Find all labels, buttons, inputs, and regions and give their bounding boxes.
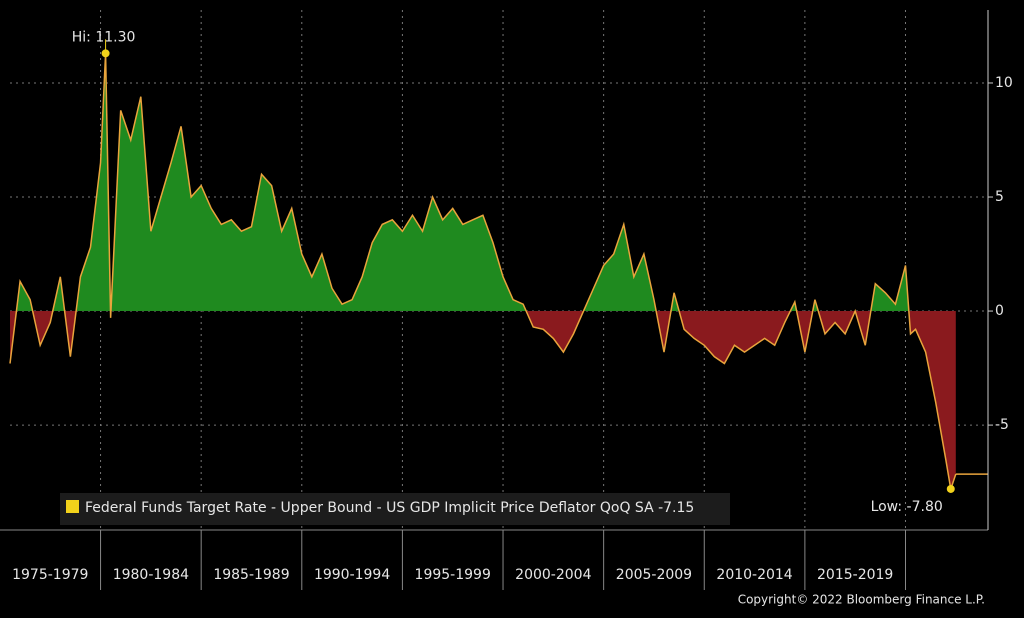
y-tick-label: 5: [995, 189, 1004, 205]
y-tick-label: 10: [995, 75, 1013, 91]
x-tick-label: 1990-1994: [314, 567, 390, 583]
x-tick-label: 1985-1989: [213, 567, 289, 583]
copyright: Copyright© 2022 Bloomberg Finance L.P.: [738, 593, 985, 607]
y-tick-label: 0: [995, 303, 1004, 319]
x-tick-label: 2010-2014: [716, 567, 792, 583]
annotation-dot: [946, 484, 955, 493]
legend-swatch: [66, 500, 79, 513]
x-tick-label: 1995-1999: [415, 567, 491, 583]
x-tick-label: 1975-1979: [12, 567, 88, 583]
x-tick-label: 2000-2004: [515, 567, 591, 583]
annotation-label: Hi: 11.30: [72, 29, 136, 45]
x-tick-label: 2015-2019: [817, 567, 893, 583]
legend-box: [60, 493, 730, 525]
plot: Hi: 11.30 Low: -7.80: [9, 29, 988, 515]
axes: -5 0 5 10 1975-1979 1980-1984 1985-1989 1990-19…: [0, 10, 1013, 590]
area-positive: [16, 53, 909, 312]
line: [9, 53, 957, 490]
y-tick-label: -5: [995, 417, 1009, 433]
x-tick-label: 1980-1984: [113, 567, 189, 583]
legend-label: Federal Funds Target Rate - Upper Bound …: [85, 500, 694, 516]
x-tick-label: 2005-2009: [616, 567, 692, 583]
area-negative: [10, 311, 956, 489]
annotation-label: Low: -7.80: [871, 499, 943, 515]
